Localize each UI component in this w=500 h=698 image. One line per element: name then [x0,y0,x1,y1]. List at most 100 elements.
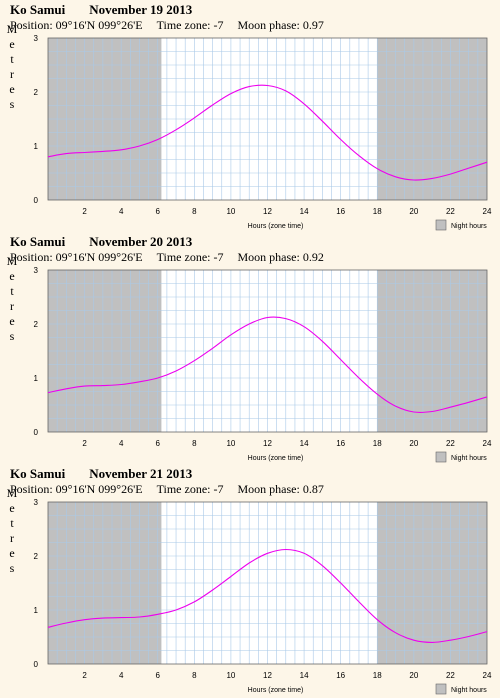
y-label-letter: e [9,501,15,515]
legend-swatch [435,451,447,463]
y-label-letter: M [6,22,18,36]
chart-date: November 20 2013 [89,234,193,249]
x-axis-title: Hours (zone time) [248,687,304,694]
x-tick-label: 10 [226,439,235,448]
x-tick-label: 10 [226,671,235,680]
timezone-text: Time zone: -7 [156,250,224,264]
y-tick-label: 2 [34,320,39,329]
x-tick-label: 8 [192,207,197,216]
y-tick-label: 1 [34,142,39,151]
y-label-letter: s [9,329,15,343]
x-tick-label: 18 [373,671,382,680]
chart-title: Ko Samui November 21 2013 [10,466,192,482]
x-tick-label: 20 [409,207,418,216]
x-tick-label: 22 [446,439,455,448]
x-tick-label: 18 [373,439,382,448]
x-tick-label: 6 [156,439,161,448]
plot-frame [47,37,488,201]
y-label-letter: r [10,299,14,313]
legend-label: Night hours [451,223,487,230]
y-tick-label: 2 [34,88,39,97]
y-label-letter: M [6,486,18,500]
x-tick-label: 18 [373,207,382,216]
x-tick-label: 4 [119,207,124,216]
x-tick-label: 24 [483,439,492,448]
tide-curve [47,548,488,643]
x-tick-label: 6 [156,207,161,216]
moonphase-text: Moon phase: 0.87 [237,482,324,496]
x-tick-label: 22 [446,671,455,680]
chart-info: Position: 09°16'N 099°26'E Time zone: -7 M… [10,482,338,497]
y-label-letter: e [9,314,15,328]
x-tick-label: 8 [192,439,197,448]
y-label-letter: r [10,531,14,545]
chart-date: November 21 2013 [89,466,193,481]
y-label-letter: e [9,82,15,96]
y-label-letter: M [6,254,18,268]
moonphase-text: Moon phase: 0.97 [237,18,324,32]
legend-swatch [435,683,447,695]
y-tick-label: 3 [34,34,39,43]
tide-curve [47,316,488,413]
y-label-letter: e [9,269,15,283]
x-tick-label: 2 [82,439,87,448]
x-tick-label: 14 [300,439,309,448]
legend-label: Night hours [451,455,487,462]
x-tick-label: 2 [82,671,87,680]
y-label-letter: r [10,67,14,81]
chart-info: Position: 09°16'N 099°26'E Time zone: -7 M… [10,18,338,33]
y-tick-label: 1 [34,606,39,615]
x-tick-label: 20 [409,439,418,448]
y-tick-label: 1 [34,374,39,383]
chart-title: Ko Samui November 20 2013 [10,234,192,250]
plot-frame [47,501,488,665]
location-name: Ko Samui [10,466,66,481]
legend-label: Night hours [451,687,487,694]
chart-info: Position: 09°16'N 099°26'E Time zone: -7 M… [10,250,338,265]
x-tick-label: 8 [192,671,197,680]
x-tick-label: 20 [409,671,418,680]
x-tick-label: 2 [82,207,87,216]
timezone-text: Time zone: -7 [156,482,224,496]
x-tick-label: 14 [300,671,309,680]
tide-panel-nov-20: Ko Samui November 20 2013 Position: 09°16… [0,234,500,466]
position-text: Position: 09°16'N 099°26'E [10,18,143,32]
x-tick-label: 16 [336,671,345,680]
x-axis-title: Hours (zone time) [248,455,304,462]
y-label-letter: t [10,516,14,530]
x-tick-label: 12 [263,439,272,448]
y-tick-label: 0 [34,660,39,669]
tide-panel-nov-19: Ko Samui November 19 2013 Position: 09°16… [0,2,500,234]
x-tick-label: 14 [300,207,309,216]
x-tick-label: 24 [483,671,492,680]
y-tick-label: 3 [34,266,39,275]
tide-curve [47,84,488,181]
x-tick-label: 6 [156,671,161,680]
location-name: Ko Samui [10,2,66,17]
moonphase-text: Moon phase: 0.92 [237,250,324,264]
x-axis-title: Hours (zone time) [248,223,304,230]
chart-title: Ko Samui November 19 2013 [10,2,192,18]
plot-frame [47,269,488,433]
x-tick-label: 4 [119,439,124,448]
y-label-letter: t [10,52,14,66]
y-tick-label: 0 [34,196,39,205]
y-label-letter: t [10,284,14,298]
position-text: Position: 09°16'N 099°26'E [10,250,143,264]
y-tick-label: 2 [34,552,39,561]
y-tick-label: 0 [34,428,39,437]
x-tick-label: 4 [119,671,124,680]
y-label-letter: e [9,546,15,560]
x-tick-label: 22 [446,207,455,216]
x-tick-label: 16 [336,439,345,448]
y-label-letter: s [9,561,15,575]
tide-panel-nov-21: Ko Samui November 21 2013 Position: 09°16… [0,466,500,698]
legend-swatch [435,219,447,231]
y-label-letter: e [9,37,15,51]
location-name: Ko Samui [10,234,66,249]
position-text: Position: 09°16'N 099°26'E [10,482,143,496]
